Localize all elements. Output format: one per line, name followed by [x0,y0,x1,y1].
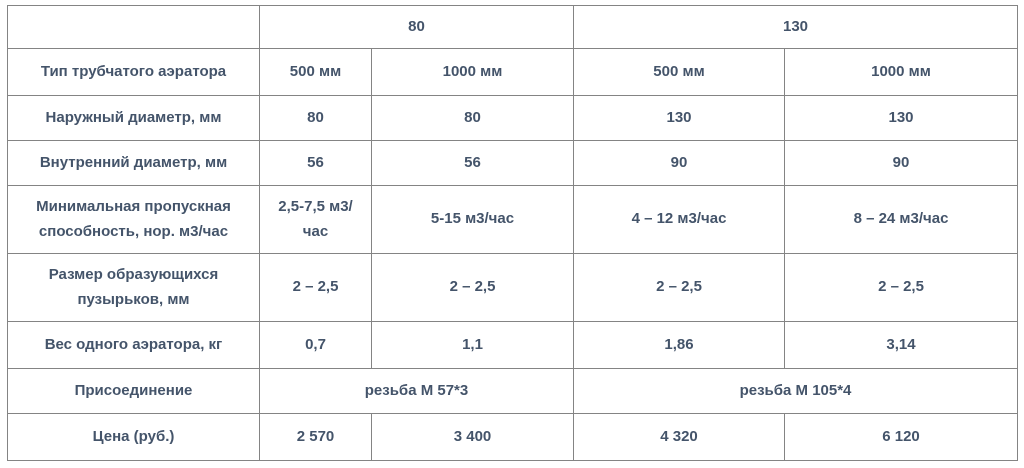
table-row-weight: Вес одного аэратора, кг 0,7 1,1 1,86 3,1… [7,321,1018,369]
cell-value: 2 – 2,5 [784,253,1018,322]
row-label: Наружный диаметр, мм [7,95,260,141]
table-row-throughput: Минимальная пропускная способность, нор.… [7,185,1018,254]
cell-value: 6 120 [784,413,1018,461]
cell-value: 2 – 2,5 [259,253,372,322]
row-label: Цена (руб.) [7,413,260,461]
group-header-80: 80 [259,5,574,49]
row-label: Минимальная пропускная способность, нор.… [7,185,260,254]
cell-value: 2 – 2,5 [573,253,785,322]
row-label: Внутренний диаметр, мм [7,140,260,186]
cell-value: 4 320 [573,413,785,461]
cell-value: 130 [573,95,785,141]
cell-value: 8 – 24 м3/час [784,185,1018,254]
table-row-connection: Присоединение резьба М 57*3 резьба М 105… [7,368,1018,414]
cell-value: 3,14 [784,321,1018,369]
table-row-bubble-size: Размер образующихся пузырьков, мм 2 – 2,… [7,253,1018,322]
cell-value-merged: резьба М 57*3 [259,368,574,414]
group-header-row: 80 130 [7,5,1018,49]
row-label: Вес одного аэратора, кг [7,321,260,369]
table-row-price: Цена (руб.) 2 570 3 400 4 320 6 120 [7,413,1018,461]
corner-cell [7,5,260,49]
cell-value: 5-15 м3/час [371,185,574,254]
row-label: Тип трубчатого аэратора [7,48,260,96]
cell-value: 2,5-7,5 м3/час [259,185,372,254]
cell-value: 1,1 [371,321,574,369]
cell-value: 4 – 12 м3/час [573,185,785,254]
table-row-outer-diameter: Наружный диаметр, мм 80 80 130 130 [7,95,1018,141]
cell-value-merged: резьба М 105*4 [573,368,1018,414]
table-row-inner-diameter: Внутренний диаметр, мм 56 56 90 90 [7,140,1018,186]
cell-value: 80 [371,95,574,141]
cell-value: 130 [784,95,1018,141]
cell-value: 56 [371,140,574,186]
cell-value: 2 570 [259,413,372,461]
cell-value: 0,7 [259,321,372,369]
cell-value: 90 [784,140,1018,186]
cell-value: 1,86 [573,321,785,369]
cell-value: 2 – 2,5 [371,253,574,322]
cell-value: 90 [573,140,785,186]
cell-value: 500 мм [259,48,372,96]
row-label: Присоединение [7,368,260,414]
cell-value: 3 400 [371,413,574,461]
cell-value: 1000 мм [784,48,1018,96]
cell-value: 56 [259,140,372,186]
aerator-spec-table: 80 130 Тип трубчатого аэратора 500 мм 10… [7,5,1018,461]
cell-value: 80 [259,95,372,141]
cell-value: 500 мм [573,48,785,96]
row-label: Размер образующихся пузырьков, мм [7,253,260,322]
group-header-130: 130 [573,5,1018,49]
table-row-type: Тип трубчатого аэратора 500 мм 1000 мм 5… [7,48,1018,96]
cell-value: 1000 мм [371,48,574,96]
